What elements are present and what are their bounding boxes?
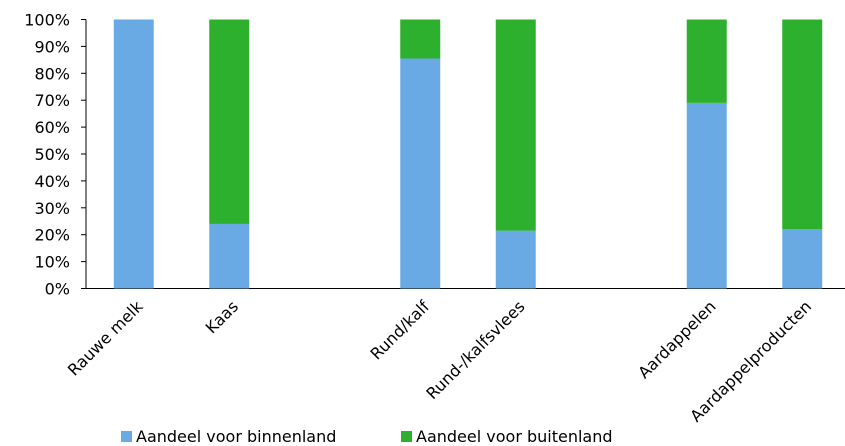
- legend: Aandeel voor binnenland Aandeel voor bui…: [121, 427, 613, 446]
- y-tick-label: 70%: [34, 91, 70, 110]
- bar-segment-buitenland: [209, 19, 250, 224]
- x-tick-label: Aardappelen: [634, 297, 719, 382]
- y-tick-label: 20%: [34, 226, 70, 245]
- y-tick-label: 60%: [34, 118, 70, 137]
- bar-segment-buitenland: [400, 19, 441, 59]
- y-tick-label: 100%: [24, 11, 70, 30]
- y-tick-label: 40%: [34, 172, 70, 191]
- bars: [113, 19, 823, 289]
- y-tick-label: 50%: [34, 145, 70, 164]
- y-tick-label: 0%: [45, 280, 70, 299]
- y-tick-label: 90%: [34, 37, 70, 56]
- legend-label-binnenland: Aandeel voor binnenland: [136, 427, 336, 446]
- bar-segment-binnenland: [782, 229, 823, 289]
- bar-segment-buitenland: [782, 19, 823, 230]
- bar-segment-buitenland: [495, 19, 536, 231]
- legend-swatch-buitenland: [401, 431, 412, 442]
- x-tick-label: Rund/kalf: [367, 297, 434, 364]
- bar-segment-binnenland: [495, 230, 536, 289]
- y-tick-label: 10%: [34, 253, 70, 272]
- y-tick-label: 80%: [34, 64, 70, 83]
- y-tick-label: 30%: [34, 199, 70, 218]
- x-tick-label: Rauwe melk: [64, 296, 147, 379]
- bar-segment-binnenland: [686, 102, 727, 289]
- bar-segment-binnenland: [113, 19, 154, 289]
- legend-label-buitenland: Aandeel voor buitenland: [416, 427, 613, 446]
- bar-segment-binnenland: [209, 223, 250, 289]
- x-tick-label: Kaas: [202, 297, 242, 337]
- x-tick-label: Rund-/kalfsvlees: [422, 297, 528, 403]
- bar-segment-binnenland: [400, 58, 441, 289]
- bar-segment-buitenland: [686, 19, 727, 103]
- legend-swatch-binnenland: [121, 431, 132, 442]
